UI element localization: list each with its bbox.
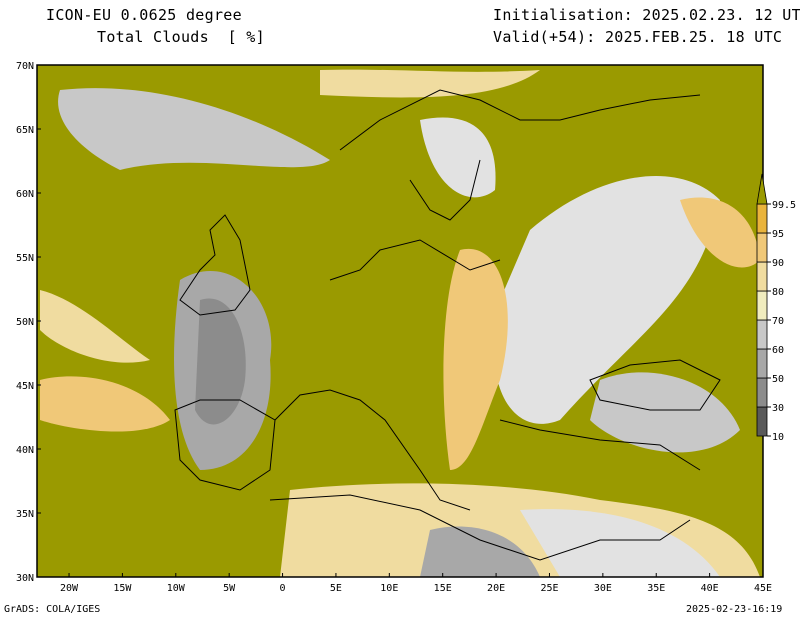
colorbar-label: 30	[772, 403, 784, 414]
credit-label: GrADS: COLA/IGES	[4, 604, 101, 615]
coastlines	[174, 89, 721, 561]
lon-tick-label: 45E	[754, 583, 772, 594]
lon-tick-label: 20W	[60, 583, 79, 594]
cloud-fields	[40, 69, 760, 577]
lat-tick-label: 50N	[16, 317, 34, 328]
axis-ticks: 20W 15W 10W 5W 0 5E 10E 15E 20E 25E 30E 35E 40E 45E 30…	[16, 61, 772, 594]
lon-tick-label: 5W	[223, 583, 236, 594]
colorbar-label: 10	[772, 432, 784, 443]
colorbar-label: 60	[772, 345, 784, 356]
lon-tick-label: 30E	[594, 583, 612, 594]
lat-tick-label: 35N	[16, 509, 34, 520]
lat-tick-label: 40N	[16, 445, 34, 456]
colorbar-swatch	[756, 232, 768, 263]
lat-tick-label: 30N	[16, 573, 34, 584]
colorbar-label: 80	[772, 287, 784, 298]
colorbar-top-triangle	[756, 173, 768, 205]
lon-tick-label: 15W	[113, 583, 132, 594]
colorbar-swatch	[756, 377, 768, 408]
model-title: ICON-EU 0.0625 degree	[46, 6, 242, 24]
lat-tick-label: 65N	[16, 125, 34, 136]
colorbar-label: 99.5	[772, 200, 796, 211]
colorbar-swatch	[756, 261, 768, 292]
timestamp-label: 2025-02-23-16:19	[686, 604, 783, 615]
colorbar-swatch	[756, 319, 768, 350]
lon-tick-label: 35E	[647, 583, 665, 594]
lon-tick-label: 20E	[487, 583, 505, 594]
init-time: Initialisation: 2025.02.23. 12 UTC	[493, 6, 800, 24]
colorbar-swatch	[756, 203, 768, 234]
valid-time: Valid(+54): 2025.FEB.25. 18 UTC	[493, 28, 783, 46]
colorbar-label: 90	[772, 258, 784, 269]
colorbar-label: 95	[772, 229, 784, 240]
lat-tick-label: 60N	[16, 189, 34, 200]
colorbar-swatch	[756, 406, 768, 437]
colorbar: 10 30 50 60 70 80 90 95 99.5	[756, 173, 796, 443]
lon-tick-label: 5E	[330, 583, 342, 594]
lat-tick-label: 55N	[16, 253, 34, 264]
colorbar-label: 50	[772, 374, 784, 385]
colorbar-swatch	[756, 348, 768, 379]
lon-tick-label: 10E	[380, 583, 398, 594]
lon-tick-label: 15E	[434, 583, 452, 594]
lon-tick-label: 10W	[167, 583, 186, 594]
lat-tick-label: 45N	[16, 381, 34, 392]
lon-tick-label: 25E	[540, 583, 558, 594]
lat-tick-label: 70N	[16, 61, 34, 72]
colorbar-swatch	[756, 290, 768, 321]
colorbar-label: 70	[772, 316, 784, 327]
field-title: Total Clouds [ %]	[97, 28, 265, 46]
lon-tick-label: 40E	[701, 583, 719, 594]
lon-tick-label: 0	[280, 583, 286, 594]
